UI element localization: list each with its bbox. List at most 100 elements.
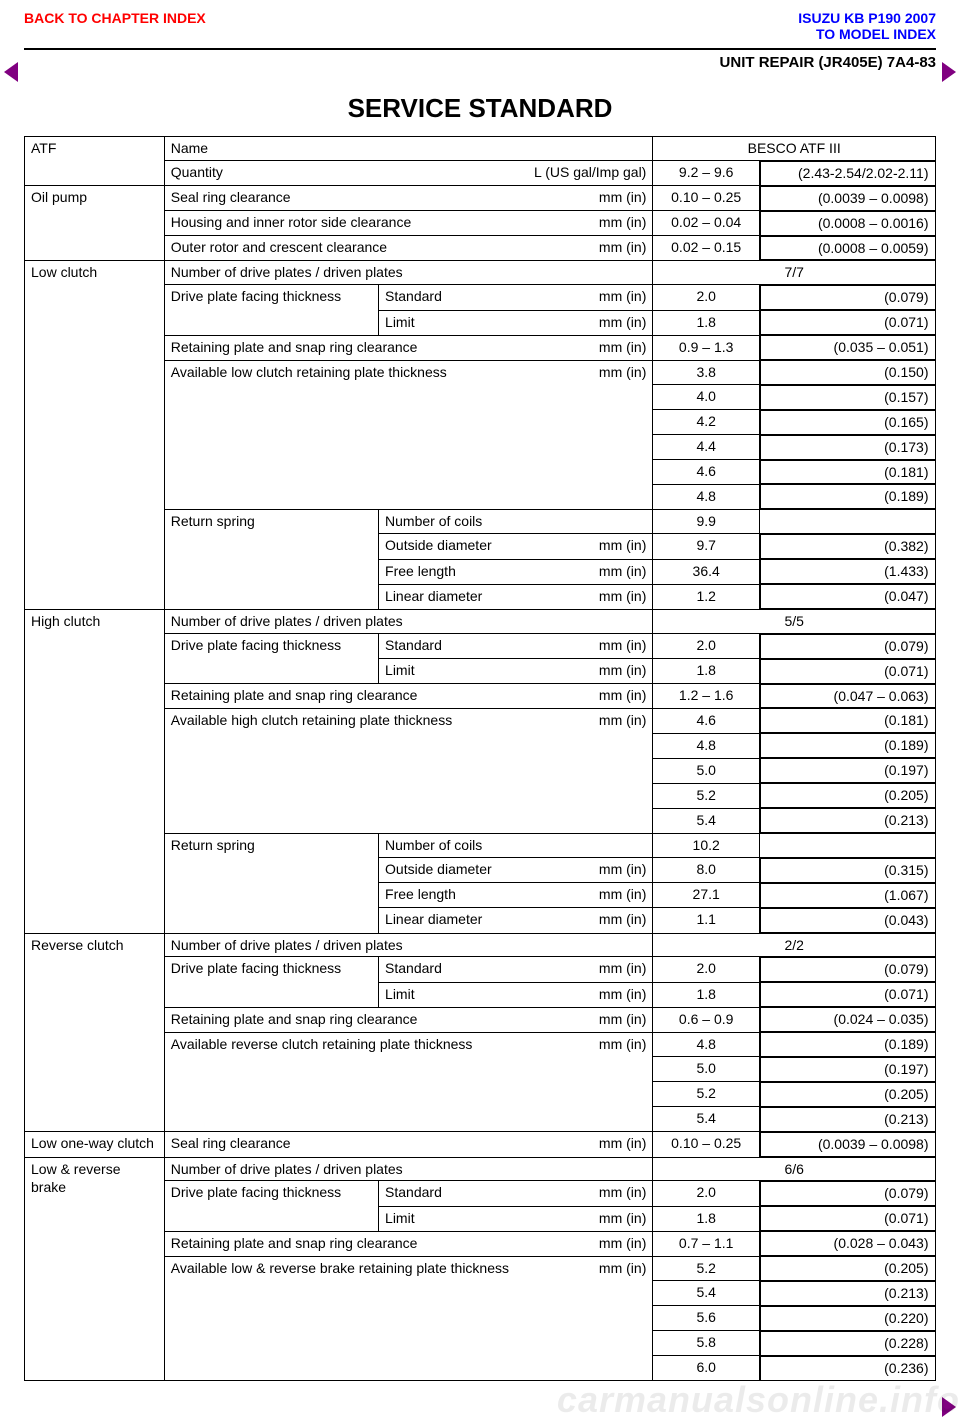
val: (0.047 – 0.063) xyxy=(760,684,936,709)
label: Limit xyxy=(385,985,415,1004)
cell: Retaining plate and snap ring clearancem… xyxy=(164,1007,653,1032)
val: 4.2 xyxy=(653,410,760,435)
unit: mm (in) xyxy=(599,363,646,382)
unit: mm (in) xyxy=(599,587,646,606)
val: (0.220) xyxy=(760,1306,936,1331)
val: (0.228) xyxy=(760,1331,936,1356)
label: Outer rotor and crescent clearance xyxy=(171,238,387,257)
cell: Retaining plate and snap ring clearancem… xyxy=(164,1231,653,1256)
cell: Available low & reverse brake retaining … xyxy=(164,1256,653,1380)
label: Limit xyxy=(385,313,415,332)
unit: mm (in) xyxy=(599,1259,646,1278)
val: (0.189) xyxy=(760,1032,936,1057)
cell: Drive plate facing thickness xyxy=(164,1181,378,1231)
label: Outside diameter xyxy=(385,860,492,879)
unit: mm (in) xyxy=(599,711,646,730)
table-row: Low clutch Number of drive plates / driv… xyxy=(25,261,936,285)
val: (0.079) xyxy=(760,634,936,659)
val: 8.0 xyxy=(653,857,760,882)
cell: Retaining plate and snap ring clearancem… xyxy=(164,684,653,709)
section-low-oneway: Low one-way clutch xyxy=(25,1132,165,1157)
val: (0.205) xyxy=(760,1256,936,1281)
prev-arrow-icon[interactable] xyxy=(4,62,18,82)
cell: Number of drive plates / driven plates xyxy=(164,1157,653,1181)
val: 9.9 xyxy=(653,510,760,534)
val: 4.4 xyxy=(653,435,760,460)
cell: Drive plate facing thickness xyxy=(164,957,378,1007)
cell-qty-l: 9.2 – 9.6 xyxy=(653,160,760,185)
table-row: ATF Name BESCO ATF III xyxy=(25,137,936,161)
val: 5.0 xyxy=(653,758,760,783)
model-title-link[interactable]: ISUZU KB P190 2007 xyxy=(798,10,936,26)
val: (0.382) xyxy=(760,534,936,559)
to-model-index-link[interactable]: TO MODEL INDEX xyxy=(798,26,936,42)
section-high-clutch: High clutch xyxy=(25,609,165,933)
val: (0.071) xyxy=(760,982,936,1007)
unit-repair-title: UNIT REPAIR (JR405E) 7A4-83 xyxy=(24,50,936,93)
val: (0.028 – 0.043) xyxy=(760,1231,936,1256)
cell: Seal ring clearancemm (in) xyxy=(164,1132,653,1157)
val: 2.0 xyxy=(653,633,760,658)
label: Linear diameter xyxy=(385,910,482,929)
val: 0.10 – 0.25 xyxy=(653,1132,760,1157)
cell: Number of coils xyxy=(379,833,653,857)
cell: Outer rotor and crescent clearancemm (in… xyxy=(164,236,653,261)
val: (0.043) xyxy=(760,908,936,933)
val: 4.0 xyxy=(653,385,760,410)
table-row: Low one-way clutch Seal ring clearancemm… xyxy=(25,1132,936,1157)
next-arrow-bottom-icon[interactable] xyxy=(942,1397,956,1417)
val: 1.8 xyxy=(653,982,760,1007)
cell: Limit mm (in) xyxy=(379,982,653,1007)
val: 5.4 xyxy=(653,808,760,833)
val: (0.0039 – 0.0098) xyxy=(760,186,936,211)
unit: mm (in) xyxy=(599,536,646,555)
unit: mm (in) xyxy=(599,213,646,232)
back-to-chapter-link[interactable]: BACK TO CHAPTER INDEX xyxy=(24,10,206,26)
label: Available low & reverse brake retaining … xyxy=(171,1259,509,1278)
top-links-bar: BACK TO CHAPTER INDEX ISUZU KB P190 2007… xyxy=(24,10,936,42)
val: (0.071) xyxy=(760,310,936,335)
val: (0.0008 – 0.0059) xyxy=(760,236,936,261)
val: 0.02 – 0.15 xyxy=(653,236,760,261)
cell: Free lengthmm (in) xyxy=(379,883,653,908)
next-arrow-top-icon[interactable] xyxy=(942,62,956,82)
cell-quantity: QuantityL (US gal/Imp gal) xyxy=(164,160,653,185)
cell: Housing and inner rotor side clearancemm… xyxy=(164,211,653,236)
cell: Number of drive plates / driven plates xyxy=(164,609,653,633)
label: Retaining plate and snap ring clearance xyxy=(171,686,418,705)
val: (0.071) xyxy=(760,1206,936,1231)
val: 7/7 xyxy=(653,261,936,285)
val: 0.9 – 1.3 xyxy=(653,335,760,360)
val: (0.079) xyxy=(760,285,936,310)
val: (0.035 – 0.051) xyxy=(760,335,936,360)
val: 2.0 xyxy=(653,957,760,982)
val: 5.2 xyxy=(653,783,760,808)
val: (0.165) xyxy=(760,410,936,435)
unit: mm (in) xyxy=(599,188,646,207)
cell: Standardmm (in) xyxy=(379,285,653,310)
unit: mm (in) xyxy=(599,985,646,1004)
val: (0.197) xyxy=(760,1057,936,1082)
val: 1.8 xyxy=(653,659,760,684)
label: Limit xyxy=(385,1209,415,1228)
cell-name-label: Name xyxy=(164,137,653,161)
label: Outside diameter xyxy=(385,536,492,555)
val: (0.236) xyxy=(760,1356,936,1381)
cell: Number of drive plates / driven plates xyxy=(164,933,653,957)
unit: mm (in) xyxy=(599,287,646,306)
unit: mm (in) xyxy=(599,1035,646,1054)
table-row: Oil pump Seal ring clearancemm (in) 0.10… xyxy=(25,186,936,211)
val: 2.0 xyxy=(653,285,760,310)
cell: Standardmm (in) xyxy=(379,957,653,982)
cell: Retaining plate and snap ring clearancem… xyxy=(164,335,653,360)
label: Free length xyxy=(385,885,456,904)
val: 5.2 xyxy=(653,1256,760,1281)
val: (1.067) xyxy=(760,883,936,908)
val: 5.4 xyxy=(653,1281,760,1306)
top-link-left: BACK TO CHAPTER INDEX xyxy=(24,10,206,42)
label: Retaining plate and snap ring clearance xyxy=(171,1234,418,1253)
label: Standard xyxy=(385,959,442,978)
cell-atf-name: BESCO ATF III xyxy=(653,137,936,161)
table-row: High clutch Number of drive plates / dri… xyxy=(25,609,936,633)
val: (0.173) xyxy=(760,435,936,460)
